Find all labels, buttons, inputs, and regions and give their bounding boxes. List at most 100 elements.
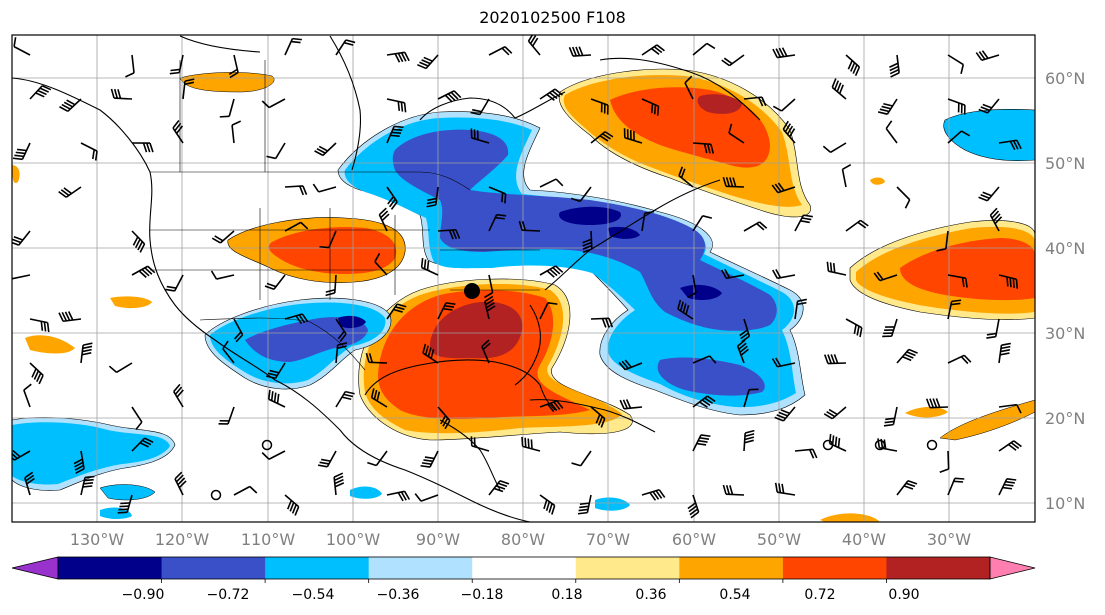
lat-label: 40°N <box>1045 239 1085 258</box>
wind-barb <box>998 274 1019 289</box>
wind-barb <box>641 488 666 501</box>
wind-barb <box>378 207 390 232</box>
wind-barb <box>110 88 133 100</box>
wind-barb <box>998 342 1011 364</box>
wind-barb <box>939 450 950 474</box>
wind-barb <box>23 383 32 408</box>
wind-barb <box>266 142 286 160</box>
colorbar-segment <box>886 557 991 579</box>
wind-barb <box>539 265 564 278</box>
wind-barb <box>59 98 82 112</box>
wind-barb <box>386 303 407 320</box>
wind-barb <box>13 37 31 56</box>
wind-barb <box>687 494 700 519</box>
wind-barb <box>692 215 713 232</box>
wind-barb <box>335 390 355 408</box>
wind-barb <box>736 339 749 364</box>
wind-barb <box>317 450 337 468</box>
wind-barb <box>722 176 745 188</box>
wind-barb <box>426 186 439 208</box>
wind-barb <box>484 295 496 320</box>
wind-barb <box>333 472 345 496</box>
colorbar-segment <box>265 557 370 579</box>
cold-anomaly-bottom-mid <box>595 497 630 511</box>
warm-anomaly-plains <box>227 217 406 283</box>
wind-barb <box>641 210 655 232</box>
wind-barb <box>12 142 31 161</box>
wind-barb <box>845 219 869 232</box>
wind-barb <box>470 128 490 144</box>
wind-barb <box>73 450 85 474</box>
wind-barb <box>998 403 1022 414</box>
wind-barb <box>989 207 1003 232</box>
lon-label: 120°W <box>155 530 210 549</box>
cold-anomaly-pacific-small <box>99 484 156 501</box>
wind-barb <box>998 440 1022 452</box>
wind-barb <box>211 230 235 244</box>
wind-barb <box>131 230 146 253</box>
colorbar-extend-high <box>989 556 1036 580</box>
colorbar-tick-label: 0.72 <box>804 587 835 603</box>
wind-barb <box>782 120 796 144</box>
wind-barb <box>771 182 796 194</box>
wind-barb <box>678 166 694 188</box>
wind-barb <box>823 354 847 365</box>
wind-barb <box>481 339 491 364</box>
lat-label: 30°N <box>1045 324 1085 343</box>
calm-circle <box>822 439 834 451</box>
wind-barb <box>623 128 643 144</box>
wind-barb <box>823 406 847 420</box>
wind-barb <box>947 274 968 288</box>
wind-barb <box>722 484 745 496</box>
wind-barb <box>998 477 1017 496</box>
wind-barb <box>117 494 133 514</box>
wind-barb <box>692 395 716 408</box>
lat-label: 50°N <box>1045 154 1085 173</box>
wind-barb <box>521 436 541 452</box>
wind-barb <box>728 123 745 144</box>
colorbar-tick-labels: −0.90 −0.72 −0.54 −0.36 −0.18 0.18 0.36 … <box>122 587 920 603</box>
wind-barb <box>172 120 184 144</box>
lon-label: 30°W <box>927 530 971 549</box>
wind-barb <box>743 221 768 232</box>
wind-barb <box>488 186 507 204</box>
wind-barb <box>721 54 745 67</box>
wind-barb <box>374 253 388 276</box>
wind-barb <box>571 450 592 467</box>
colorbar-tick-label: 0.18 <box>551 587 582 603</box>
colorbar-segment <box>58 557 163 579</box>
colorbar-tick-label: 0.54 <box>719 587 750 603</box>
wind-barb <box>386 125 404 144</box>
colorbar-extend-low <box>11 556 59 580</box>
warm-anomaly-southeast <box>358 278 633 441</box>
colorbar-segment <box>782 557 887 579</box>
wind-barb <box>845 318 863 338</box>
wind-barb <box>284 185 308 196</box>
colorbar-frame <box>57 556 991 580</box>
wind-barb <box>58 186 82 198</box>
wind-barb <box>437 229 461 240</box>
wind-barb <box>619 399 643 410</box>
wind-barb <box>80 142 98 161</box>
colorbar-segment <box>368 557 473 579</box>
wind-barb <box>437 90 462 103</box>
wind-barb <box>284 221 309 232</box>
wind-barb <box>420 450 439 468</box>
wind-barb <box>284 313 309 325</box>
wind-barb <box>108 362 133 374</box>
wind-barb <box>488 479 510 496</box>
wind-barb <box>743 429 755 452</box>
colorbar-segment <box>679 557 784 579</box>
wind-barb <box>335 318 347 342</box>
wind-barb <box>692 355 717 364</box>
wind-barb <box>80 342 93 364</box>
wind-barb <box>484 274 494 299</box>
wind-barb <box>527 35 541 56</box>
wind-barb <box>889 54 900 78</box>
lat-label: 20°N <box>1045 409 1085 428</box>
wind-barb <box>618 359 643 371</box>
wind-barb <box>80 475 95 496</box>
wind-barb <box>284 494 300 516</box>
wind-barb <box>692 42 716 56</box>
wind-barb <box>414 493 439 502</box>
